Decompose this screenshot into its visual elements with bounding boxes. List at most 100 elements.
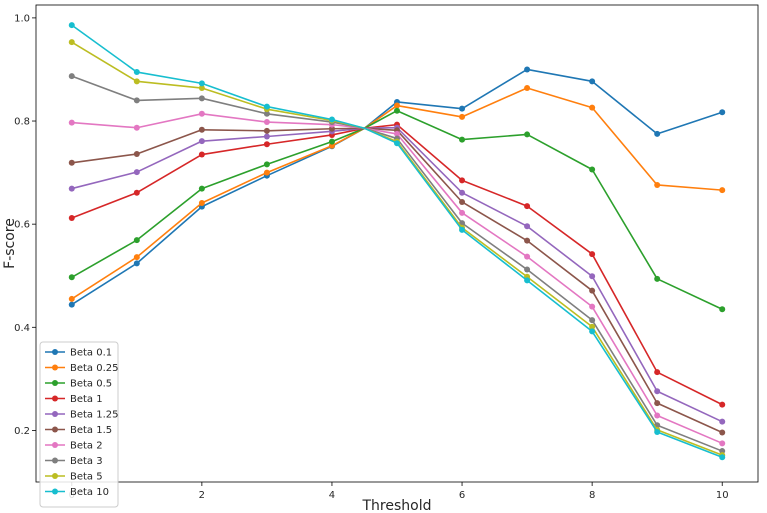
point-beta-1-25-x10 [719,418,726,425]
series-beta-1 [68,121,726,408]
point-beta-1-x3 [263,141,270,148]
point-beta-0-1-x1 [133,260,140,267]
legend-label: Beta 5 [70,472,103,483]
legend-item-beta-10: Beta 10 [45,487,109,498]
point-beta-0-25-x7 [524,85,531,92]
x-tick-label: 10 [716,490,729,501]
point-beta-0-5-x2 [198,185,205,192]
point-beta-2-x0 [68,119,75,126]
point-beta-10-x9 [654,428,661,435]
plot-frame [35,4,759,483]
point-beta-0-25-x3 [263,169,270,176]
point-beta-0-1-x0 [68,301,75,308]
point-beta-10-x8 [589,328,596,335]
point-beta-1-5-x0 [68,159,75,166]
y-tick-label: 0.4 [14,323,30,334]
point-beta-5-x2 [198,85,205,92]
point-beta-1-25-x2 [198,138,205,145]
y-tick-label: 0.6 [14,220,30,231]
series-beta-0-5 [68,107,726,313]
y-tick-label: 0.2 [14,426,30,437]
point-beta-1-25-x0 [68,185,75,192]
legend-swatch-marker [52,411,58,417]
point-beta-0-5-x1 [133,237,140,244]
legend-item-beta-0-25: Beta 0.25 [45,363,119,374]
point-beta-0-25-x6 [459,113,466,120]
legend-item-beta-1-25: Beta 1.25 [45,410,119,421]
point-beta-2-x7 [524,253,531,260]
point-beta-1-x8 [589,251,596,258]
x-axis-label: Threshold [362,498,432,513]
legend-swatch-marker [52,442,58,448]
point-beta-10-x5 [394,140,400,147]
point-beta-1-x0 [68,214,75,221]
series-line-beta-3 [71,75,723,452]
point-beta-1-x6 [459,177,466,184]
point-beta-0-1-x10 [719,109,726,116]
point-beta-1-x10 [719,401,726,408]
legend-label: Beta 1.25 [70,410,119,421]
legend-swatch-marker [52,395,58,402]
legend-swatch-marker [52,457,58,464]
point-beta-3-x7 [524,266,531,273]
point-beta-10-x0 [68,22,75,29]
point-beta-1-5-x3 [263,127,270,134]
point-beta-1-25-x7 [524,223,531,230]
legend-item-beta-2: Beta 2 [45,441,103,452]
point-beta-0-25-x10 [719,187,726,194]
point-beta-1-25-x8 [589,273,596,280]
point-beta-1-5-x6 [459,198,466,205]
x-tick-label: 4 [329,490,335,501]
point-beta-0-5-x6 [459,136,466,143]
point-beta-5-x0 [68,39,75,46]
series-layer [68,22,726,461]
y-tick-label: 0.8 [14,117,30,128]
point-beta-0-5-x8 [589,166,596,173]
point-beta-1-5-x1 [133,151,140,158]
legend-swatch-marker [52,380,58,386]
point-beta-0-25-x0 [68,295,75,302]
point-beta-0-5-x4 [328,138,335,145]
point-beta-5-x8 [589,323,596,330]
point-beta-0-25-x5 [394,102,400,109]
series-line-beta-10 [71,24,723,458]
point-beta-10-x3 [263,103,270,110]
series-beta-0-25 [68,85,726,302]
point-beta-0-5-x3 [263,161,270,168]
point-beta-0-1-x9 [654,130,661,137]
point-beta-2-x3 [263,119,270,126]
point-beta-0-1-x7 [524,66,531,73]
point-beta-1-5-x4 [328,125,335,132]
series-line-beta-1-5 [71,127,723,434]
series-beta-10 [68,22,726,461]
series-line-beta-0-1 [71,68,723,306]
y-tick-label: 1.0 [14,13,30,24]
point-beta-3-x8 [589,317,596,324]
point-beta-0-1-x8 [589,78,596,85]
point-beta-1-5-x2 [198,126,205,133]
point-beta-2-x10 [719,440,726,447]
x-tick-label: 6 [459,490,465,501]
point-beta-1-x1 [133,189,140,196]
point-beta-5-x1 [133,78,140,85]
x-tick-label: 8 [589,490,595,501]
legend: Beta 0.1 Beta 0.25 Beta 0.5 Beta 1 Beta 1.25… [39,341,119,508]
point-beta-1-25-x6 [459,189,466,196]
point-beta-0-5-x5 [394,107,400,114]
series-line-beta-0-5 [71,109,723,310]
point-beta-2-x2 [198,110,205,117]
legend-swatch-marker [52,364,58,371]
point-beta-2-x6 [459,209,466,216]
legend-label: Beta 3 [70,456,103,467]
legend-label: Beta 0.5 [70,379,112,390]
y-axis-ticks: 0.2 0.4 0.6 0.8 1.0 [14,13,36,437]
point-beta-0-5-x0 [68,274,75,281]
point-beta-0-1-x6 [459,105,466,112]
point-beta-10-x2 [198,80,205,87]
point-beta-2-x9 [654,412,661,419]
point-beta-0-5-x10 [719,306,726,313]
point-beta-1-5-x9 [654,400,661,407]
series-beta-1-5 [68,125,726,436]
legend-item-beta-5: Beta 5 [45,472,103,483]
